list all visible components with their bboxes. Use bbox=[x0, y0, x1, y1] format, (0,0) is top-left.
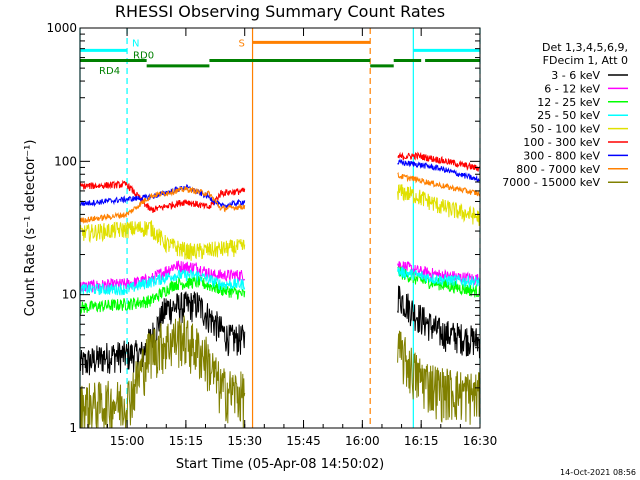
series-line-800-7000-kev-b bbox=[397, 171, 480, 197]
series-line-100-300-kev-b bbox=[397, 151, 480, 172]
legend-header-1: FDecim 1, Att 0 bbox=[543, 54, 628, 67]
legend-label-5: 100 - 300 keV bbox=[523, 136, 600, 149]
night-bar-label: N bbox=[132, 38, 139, 49]
y-tick-label-2: 100 bbox=[54, 154, 77, 168]
plot-frame bbox=[79, 27, 481, 429]
series-line-6-12-kev-a bbox=[79, 260, 246, 293]
series-line-300-800-kev-b bbox=[397, 158, 480, 184]
x-tick-label-0: 15:00 bbox=[110, 434, 145, 448]
series-line-25-50-kev-b bbox=[397, 266, 480, 289]
series-line-50-100-kev-b bbox=[397, 184, 480, 226]
y-tick-label-0: 1 bbox=[69, 421, 77, 435]
legend: Det 1,3,4,5,6,9,FDecim 1, Att 0 3 - 6 keV… bbox=[502, 41, 628, 189]
series-line-7000-15000-kev-b bbox=[397, 330, 480, 425]
y-axis-label: Count Rate (s⁻¹ detector⁻¹) bbox=[23, 140, 38, 317]
legend-label-4: 50 - 100 keV bbox=[530, 123, 600, 136]
x-tick-label-6: 16:30 bbox=[463, 434, 498, 448]
legend-label-0: 3 - 6 keV bbox=[551, 69, 600, 82]
legend-label-8: 7000 - 15000 keV bbox=[502, 176, 600, 189]
legend-label-2: 12 - 25 keV bbox=[537, 96, 600, 109]
legend-header-0: Det 1,3,4,5,6,9, bbox=[542, 41, 628, 54]
x-tick-label-2: 15:30 bbox=[227, 434, 262, 448]
x-axis-ticks: 15:00 15:15 15:30 15:45 16:00 16:15 16:30 bbox=[87, 28, 498, 448]
series-line-800-7000-kev-a bbox=[79, 186, 246, 224]
y-axis-ticks: 1 10 100 1000 bbox=[46, 21, 480, 435]
series-line-300-800-kev-a bbox=[79, 184, 246, 209]
chart-title: RHESSI Observing Summary Count Rates bbox=[115, 2, 445, 21]
status-bars: N S RD0 RD4 bbox=[80, 38, 480, 77]
series-line-7000-15000-kev-a bbox=[79, 315, 246, 429]
series-group bbox=[79, 151, 480, 429]
legend-label-7: 800 - 7000 keV bbox=[516, 163, 600, 176]
y-tick-label-3: 1000 bbox=[46, 21, 77, 35]
legend-label-1: 6 - 12 keV bbox=[544, 82, 600, 95]
rd4-bar-label: RD4 bbox=[99, 66, 120, 77]
rd0-bar-label: RD0 bbox=[133, 51, 154, 62]
x-tick-label-1: 15:15 bbox=[169, 434, 204, 448]
legend-label-3: 25 - 50 keV bbox=[537, 109, 600, 122]
x-tick-label-4: 16:00 bbox=[345, 434, 380, 448]
series-line-50-100-kev-a bbox=[79, 220, 246, 261]
x-axis-label: Start Time (05-Apr-08 14:50:02) bbox=[176, 457, 384, 472]
legend-label-6: 300 - 800 keV bbox=[523, 149, 600, 162]
series-line-25-50-kev-a bbox=[79, 269, 246, 296]
y-tick-label-1: 10 bbox=[62, 288, 77, 302]
saa-bar-label: S bbox=[239, 38, 245, 49]
series-line-3-6-kev-b bbox=[397, 285, 480, 359]
x-tick-label-5: 16:15 bbox=[404, 434, 439, 448]
x-tick-label-3: 15:45 bbox=[286, 434, 321, 448]
series-line-12-25-kev-a bbox=[79, 274, 246, 316]
series-line-3-6-kev-a bbox=[79, 291, 246, 376]
plot-timestamp: 14-Oct-2021 08:56 bbox=[560, 468, 636, 477]
series-line-100-300-kev-a bbox=[79, 179, 246, 213]
